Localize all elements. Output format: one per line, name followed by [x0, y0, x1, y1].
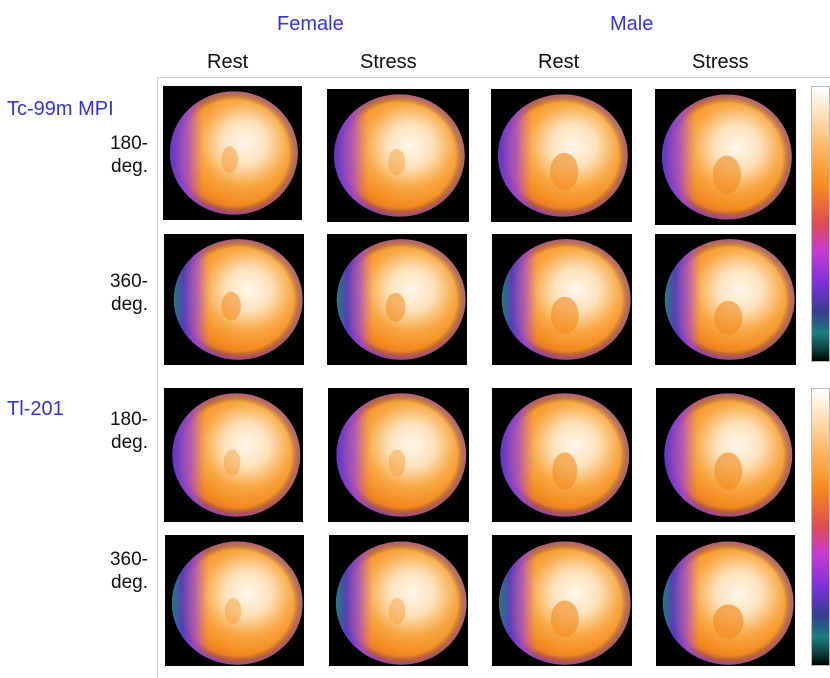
column-label-female-stress: Stress: [360, 51, 417, 73]
tracer-label-tc99m: Tc-99m MPI: [7, 98, 114, 120]
polar-map-tc-180-female-stress: [327, 89, 469, 222]
colorbar-tc99m: [811, 86, 830, 362]
polar-map-tl-360-female-rest: [165, 535, 304, 666]
polar-map-tc-360-female-stress: [327, 234, 467, 365]
row-label-line: 180-: [109, 409, 148, 430]
row-label-tl-180: 180- deg.: [78, 408, 148, 454]
polar-map-tl-360-male-rest: [492, 535, 632, 666]
row-label-line: deg.: [111, 294, 148, 315]
polar-map-tc-360-male-rest: [492, 234, 632, 365]
group-label-female: Female: [277, 13, 344, 35]
polar-map-tc-180-male-rest: [491, 89, 632, 222]
polar-map-tl-360-male-stress: [656, 535, 795, 666]
group-label-male: Male: [610, 13, 654, 35]
row-label-tc-180: 180- deg.: [78, 132, 148, 178]
polar-map-tc-180-male-stress: [655, 89, 796, 225]
column-label-male-stress: Stress: [692, 51, 749, 73]
row-label-tc-360: 360- deg.: [78, 270, 148, 316]
row-label-tl-360: 360- deg.: [78, 548, 148, 594]
polar-map-tc-180-female-rest: [163, 86, 302, 220]
polar-map-tl-360-female-stress: [329, 535, 468, 666]
colorbar-gradient: [812, 87, 829, 361]
row-label-line: 360-: [109, 549, 148, 570]
colorbar-tl201: [811, 388, 830, 666]
row-label-line: deg.: [111, 156, 148, 177]
row-label-line: deg.: [111, 572, 148, 593]
colorbar-gradient: [812, 389, 829, 665]
polar-map-tc-360-female-rest: [164, 234, 304, 365]
tracer-label-tl201: Tl-201: [7, 398, 64, 420]
polar-map-tl-180-female-rest: [164, 388, 303, 522]
column-label-female-rest: Rest: [207, 51, 249, 73]
polar-map-tl-180-female-stress: [328, 388, 469, 522]
column-label-male-rest: Rest: [538, 51, 580, 73]
row-label-line: 360-: [109, 271, 148, 292]
row-label-line: deg.: [111, 432, 148, 453]
row-label-line: 180-: [109, 133, 148, 154]
image-grid-frame: [157, 77, 830, 678]
polar-map-tl-180-male-rest: [492, 388, 632, 522]
polar-map-tl-180-male-stress: [656, 388, 795, 522]
polar-map-tc-360-male-stress: [655, 234, 796, 365]
